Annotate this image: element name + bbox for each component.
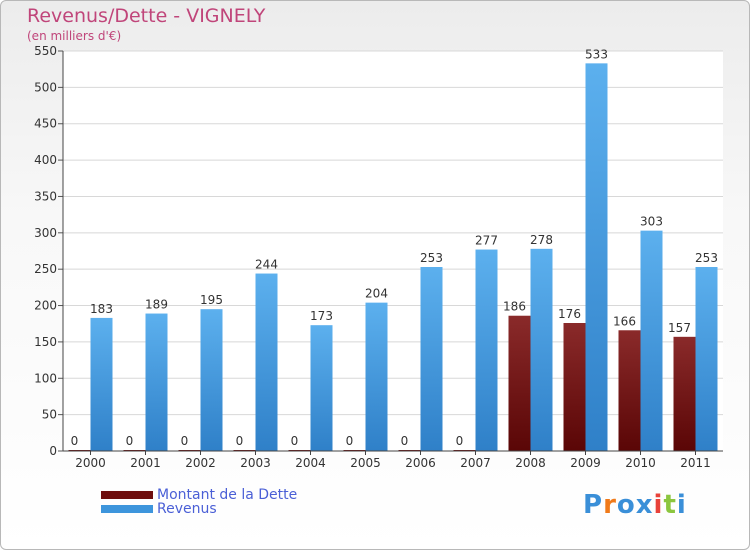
bar-revenus xyxy=(365,302,388,451)
legend-swatch-revenus xyxy=(101,505,153,513)
bar-revenus xyxy=(200,309,223,451)
data-label-dette: 0 xyxy=(181,434,189,448)
data-label-dette: 176 xyxy=(558,307,581,321)
bar-dette xyxy=(563,323,586,451)
data-label-revenus: 533 xyxy=(585,47,608,61)
y-tick-label: 0 xyxy=(49,444,57,458)
data-label-revenus: 244 xyxy=(255,258,278,272)
chart-subtitle: (en milliers d'€) xyxy=(27,29,122,43)
x-tick-label: 2008 xyxy=(515,456,546,470)
y-tick-label: 550 xyxy=(34,44,57,58)
data-label-revenus: 277 xyxy=(475,234,498,248)
data-label-dette: 186 xyxy=(503,300,526,314)
bar-revenus xyxy=(90,317,113,451)
bar-revenus xyxy=(145,313,168,451)
data-label-revenus: 278 xyxy=(530,233,553,247)
data-label-dette: 0 xyxy=(236,434,244,448)
proxiti-logo: Proxiti xyxy=(583,490,687,520)
data-label-revenus: 253 xyxy=(695,251,718,265)
y-tick-label: 400 xyxy=(34,153,57,167)
legend-swatch-dette xyxy=(101,491,153,499)
y-tick-label: 150 xyxy=(34,335,57,349)
bar-revenus xyxy=(475,249,498,451)
y-tick-label: 300 xyxy=(34,226,57,240)
data-label-dette: 0 xyxy=(71,434,79,448)
data-label-revenus: 204 xyxy=(365,287,388,301)
data-label-dette: 157 xyxy=(668,321,691,335)
y-tick-label: 50 xyxy=(42,408,57,422)
x-tick-label: 2009 xyxy=(570,456,601,470)
chart-title: Revenus/Dette - VIGNELY xyxy=(27,5,266,27)
x-tick-label: 2011 xyxy=(680,456,711,470)
y-tick-label: 200 xyxy=(34,299,57,313)
bar-dette xyxy=(618,330,641,451)
data-label-dette: 166 xyxy=(613,314,636,328)
x-tick-label: 2001 xyxy=(130,456,161,470)
x-tick-label: 2010 xyxy=(625,456,656,470)
plot-area xyxy=(63,51,723,451)
y-tick-label: 500 xyxy=(34,80,57,94)
x-tick-label: 2004 xyxy=(295,456,326,470)
data-label-dette: 0 xyxy=(401,434,409,448)
legend-item-revenus: Revenus xyxy=(101,501,217,517)
x-tick-label: 2003 xyxy=(240,456,271,470)
bar-revenus xyxy=(420,267,443,451)
bar-revenus xyxy=(255,273,278,451)
y-tick-label: 450 xyxy=(34,117,57,131)
x-tick-label: 2000 xyxy=(75,456,106,470)
x-tick-label: 2005 xyxy=(350,456,381,470)
x-tick-label: 2006 xyxy=(405,456,436,470)
data-label-dette: 0 xyxy=(291,434,299,448)
legend-label-dette: Montant de la Dette xyxy=(157,487,298,503)
legend-item-dette: Montant de la Dette xyxy=(101,487,297,503)
y-tick-label: 250 xyxy=(34,262,57,276)
legend-label-revenus: Revenus xyxy=(157,501,217,517)
data-label-revenus: 253 xyxy=(420,251,443,265)
bar-revenus xyxy=(585,63,608,451)
bar-revenus xyxy=(695,267,718,451)
bar-revenus xyxy=(640,230,663,451)
data-label-dette: 0 xyxy=(346,434,354,448)
data-label-revenus: 195 xyxy=(200,293,223,307)
bar-revenus xyxy=(530,248,553,451)
data-label-revenus: 189 xyxy=(145,298,168,312)
data-label-revenus: 303 xyxy=(640,215,663,229)
data-label-revenus: 183 xyxy=(90,302,113,316)
data-label-revenus: 173 xyxy=(310,309,333,323)
bar-dette xyxy=(508,315,531,451)
bar-revenus xyxy=(310,325,333,451)
bar-dette xyxy=(673,336,696,451)
y-tick-label: 350 xyxy=(34,189,57,203)
data-label-dette: 0 xyxy=(456,434,464,448)
data-label-dette: 0 xyxy=(126,434,134,448)
x-tick-label: 2007 xyxy=(460,456,491,470)
x-tick-label: 2002 xyxy=(185,456,216,470)
y-tick-label: 100 xyxy=(34,371,57,385)
